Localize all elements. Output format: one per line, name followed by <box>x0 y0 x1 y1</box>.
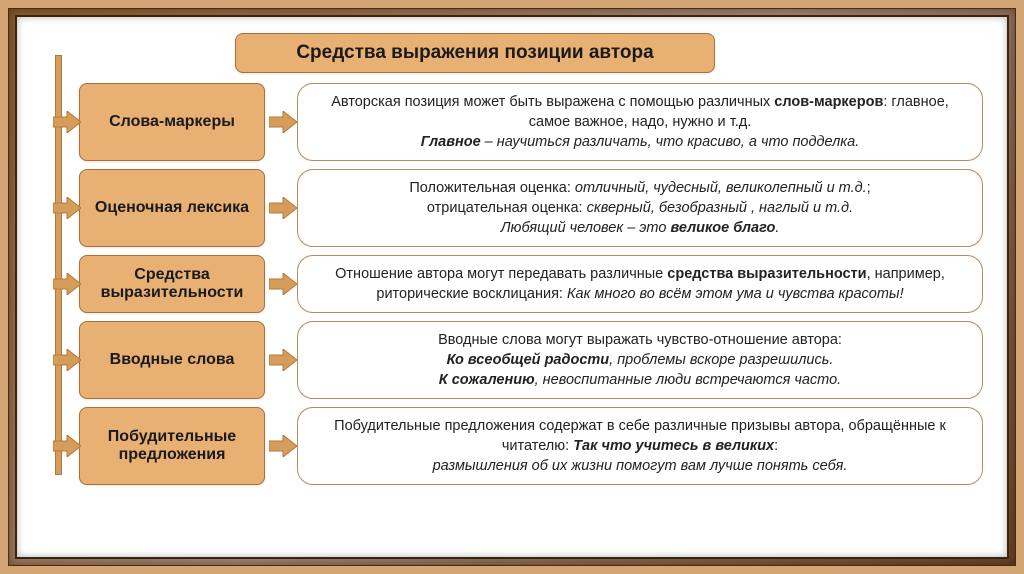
diagram-canvas: Средства выражения позиции автора Слова-… <box>15 15 1009 559</box>
category-label: Вводные слова <box>79 321 265 399</box>
category-label: Средства выразительности <box>79 255 265 313</box>
description-box: Авторская позиция может быть выражена с … <box>297 83 983 161</box>
diagram-row: Оценочная лексика Положительная оценка: … <box>79 169 983 247</box>
arrow-right-icon <box>269 349 297 371</box>
diagram-row: Средства выразительности Отношение автор… <box>79 255 983 313</box>
arrow-right-icon <box>53 273 81 295</box>
arrow-right-icon <box>269 111 297 133</box>
description-box: Положительная оценка: отличный, чудесный… <box>297 169 983 247</box>
description-box: Побудительные предложения содержат в себ… <box>297 407 983 485</box>
outer-frame: Средства выражения позиции автора Слова-… <box>8 8 1016 566</box>
diagram-row: Слова-маркеры Авторская позиция может бы… <box>79 83 983 161</box>
arrow-right-icon <box>53 435 81 457</box>
arrow-right-icon <box>53 197 81 219</box>
description-box: Отношение автора могут передавать различ… <box>297 255 983 313</box>
category-label: Побудительные предложения <box>79 407 265 485</box>
diagram-title: Средства выражения позиции автора <box>235 33 715 73</box>
arrow-right-icon <box>53 111 81 133</box>
diagram-row: Побудительные предложения Побудительные … <box>79 407 983 485</box>
diagram-row: Вводные слова Вводные слова могут выража… <box>79 321 983 399</box>
arrow-right-icon <box>269 197 297 219</box>
category-label: Оценочная лексика <box>79 169 265 247</box>
arrow-right-icon <box>269 435 297 457</box>
description-box: Вводные слова могут выражать чувство-отн… <box>297 321 983 399</box>
arrow-right-icon <box>269 273 297 295</box>
category-label: Слова-маркеры <box>79 83 265 161</box>
arrow-right-icon <box>53 349 81 371</box>
